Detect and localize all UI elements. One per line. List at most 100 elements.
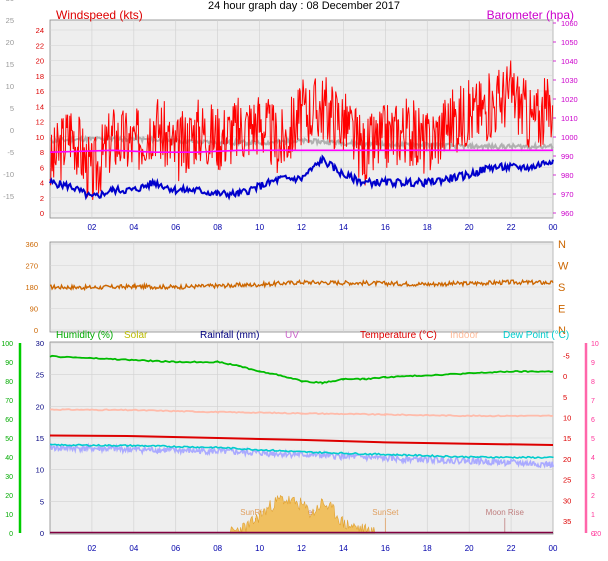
wind-y-tick-label: 24 [36,26,44,35]
climate-y-tick-label: 0 [40,529,44,538]
wind-outer-tick-label: 25 [6,16,14,25]
temperature-right-tick-label: 35 [563,517,571,526]
direction-y-tick-label: 360 [25,240,38,249]
humidity-tick-label: 30 [5,474,13,481]
direction-y-tick-label: 0 [34,326,38,335]
direction-panel: 360 N 270 W 180 S 90 E 0 N [25,239,569,337]
indoor-line [49,408,554,418]
wind-x-tick-label: 02 [87,223,96,232]
wind-y-tick-label: 12 [36,118,44,127]
wind-x-tick-label: 06 [171,223,180,232]
wind-outer-tick-label: 5 [10,104,14,113]
compass-label: S [558,282,565,294]
wind-x-tick-label: 20 [465,223,474,232]
climate-x-tick-label: 06 [171,544,180,553]
climate-legend: Humidity (%) Solar Rainfall (mm) UV Temperat… [56,330,569,341]
wind-x-tick-label: 16 [381,223,390,232]
uv-tick-label: 1 [591,512,595,519]
temperature-right-tick-label: 25 [563,476,571,485]
wind-outer-tick-label: 20 [6,38,14,47]
humidity-line [49,354,554,385]
humidity-tick-label: 10 [5,512,13,519]
humidity-tick-label: 70 [5,398,13,405]
compass-label: E [558,304,565,316]
uv-tick-label: 0 [591,531,595,538]
direction-y-tick-label: 180 [25,283,38,292]
humidity-tick-label: 90 [5,360,13,367]
climate-y-tick-label: 5 [40,497,44,506]
legend-label: Temperature (°C) [360,330,437,341]
humidity-tick-label: 100 [1,341,13,348]
wind-y-tick-label: 2 [40,194,44,203]
barometer-tick-label: 1030 [561,76,578,85]
wind-outer-tick-label: 30 [6,0,14,3]
barometer-tick-label: 1000 [561,133,578,142]
wind-x-tick-label: 18 [423,223,432,232]
barometer-tick-label: 970 [561,190,574,199]
heat-index-line [49,442,554,469]
climate-x-tick-label: 14 [339,544,348,553]
wind-y-tick-label: 8 [40,148,44,157]
wind-y-tick-label: 16 [36,87,44,96]
event-label: Moon Rise [486,508,525,517]
climate-x-tick-label: 08 [213,544,222,553]
compass-label: W [558,261,569,273]
climate-x-tick-label: 22 [507,544,516,553]
wind-outer-tick-label: 10 [6,82,14,91]
wind-y-tick-label: 0 [40,209,44,218]
wind-x-tick-label: 00 [549,223,558,232]
wind-x-tick-label: 12 [297,223,306,232]
climate-x-tick-label: 18 [423,544,432,553]
temperature-line [49,434,554,446]
temperature-right-tick-label: 10 [563,414,571,423]
legend-label: Humidity (%) [56,330,113,341]
climate-x-tick-label: 20 [465,544,474,553]
compass-label: N [558,239,566,251]
climate-x-tick-label: 12 [297,544,306,553]
wind-panel: Windspeed (kts) Barometer (hpa) 02 04 06 08… [3,0,578,232]
uv-tick-label: 4 [591,455,595,462]
barometer-band-line [49,133,554,152]
temperature-right-tick-label: 30 [563,496,571,505]
climate-x-tick-label: 00 [549,544,558,553]
temperature-right-tick-label: 0 [563,372,567,381]
humidity-tick-label: 50 [5,436,13,443]
humidity-tick-label: 40 [5,455,13,462]
wind-x-tick-label: 14 [339,223,348,232]
legend-label: UV [285,330,299,341]
barometer-tick-label: 960 [561,209,574,218]
legend-label: Solar [124,330,148,341]
uv-tick-label: 8 [591,379,595,386]
temperature-right-tick-label: -5 [563,351,570,360]
wind-outer-tick-label: -15 [3,192,14,201]
climate-y-tick-label: 30 [36,339,44,348]
wind-outer-tick-label: 0 [10,126,14,135]
barometer-tick-label: 980 [561,171,574,180]
wind-x-tick-label: 10 [255,223,264,232]
direction-line [49,278,554,292]
temperature-right-tick-label: 5 [563,393,567,402]
dew-point-line [49,443,554,460]
wind-outer-tick-label: -10 [3,170,14,179]
barometer-line [49,149,553,153]
temperature-right-tick-label: 15 [563,434,571,443]
direction-y-tick-label: 270 [25,262,38,271]
wind-x-tick-label: 08 [213,223,222,232]
uv-tick-label: 2 [591,493,595,500]
barometer-tick-label: 990 [561,152,574,161]
wind-axes: 02 04 06 08 10 12 14 16 18 20 22 002422201816141210… [3,0,578,232]
climate-x-tick-label: 02 [87,544,96,553]
climate-axes: 02 04 06 08 10 12 14 16 18 20 22 003025201510501009… [1,339,601,553]
wind-x-tick-label: 04 [129,223,138,232]
climate-y-tick-label: 15 [36,434,44,443]
wind-y-tick-label: 4 [40,179,44,188]
wind-series [49,60,554,201]
wind-x-tick-label: 22 [507,223,516,232]
wind-outer-tick-label: -5 [7,148,14,157]
solar-area [229,494,376,535]
climate-y-tick-label: 25 [36,371,44,380]
climate-x-tick-label: 10 [255,544,264,553]
